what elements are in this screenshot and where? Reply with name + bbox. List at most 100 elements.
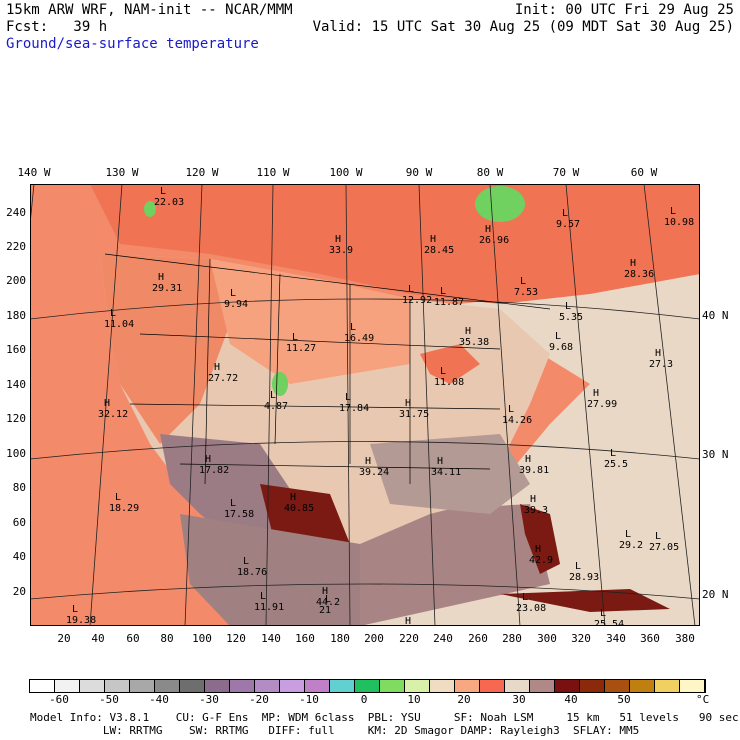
plains bbox=[210, 259, 410, 384]
y-tick: 200 bbox=[6, 274, 26, 287]
x-tick: 20 bbox=[57, 632, 71, 645]
low-marker: L bbox=[555, 331, 561, 342]
extremum-value: 28.45 bbox=[424, 245, 454, 256]
lon-label: 70 W bbox=[552, 166, 580, 179]
lon-label: 110 W bbox=[256, 166, 290, 179]
low-marker: L bbox=[350, 322, 356, 333]
low-marker: L bbox=[230, 288, 236, 299]
low-marker: L bbox=[600, 608, 606, 619]
low-marker: L bbox=[270, 390, 276, 401]
y-tick: 40 bbox=[12, 550, 26, 563]
colorbar-swatch bbox=[380, 680, 405, 692]
extremum-value: 35.38 bbox=[459, 337, 489, 348]
high-marker: H bbox=[655, 348, 661, 359]
model-info: Model Info: V3.8.1 CU: G-F Ens MP: WDM 6… bbox=[30, 711, 739, 724]
x-tick: 280 bbox=[502, 632, 522, 645]
colorbar-swatch bbox=[205, 680, 230, 692]
high-marker: H bbox=[405, 398, 411, 409]
extremum-value: 32.12 bbox=[98, 409, 128, 420]
extremum-value: 17.82 bbox=[199, 465, 229, 476]
extremum-value: 21 bbox=[319, 605, 331, 616]
forecast-hour: Fcst: 39 h bbox=[6, 19, 108, 35]
x-tick: 300 bbox=[537, 632, 557, 645]
colorbar-label: -30 bbox=[199, 693, 219, 706]
x-tick: 160 bbox=[295, 632, 315, 645]
colorbar-label: -50 bbox=[99, 693, 119, 706]
extremum-value: 18.29 bbox=[109, 503, 139, 514]
colorbar-swatch bbox=[430, 680, 455, 692]
extremum-value: 26.96 bbox=[479, 235, 509, 246]
high-marker: H bbox=[322, 586, 328, 597]
lon-label: 80 W bbox=[476, 166, 504, 179]
extremum-value: 29.2 bbox=[619, 540, 643, 551]
extremum-value: 11.27 bbox=[286, 343, 316, 354]
low-marker: L bbox=[115, 492, 121, 503]
florida bbox=[520, 504, 560, 574]
model-title: 15km ARW WRF, NAM-init -- NCAR/MMM bbox=[6, 2, 293, 18]
y-tick: 160 bbox=[6, 343, 26, 356]
lon-label: 90 W bbox=[405, 166, 433, 179]
low-marker: L bbox=[625, 529, 631, 540]
y-tick: 120 bbox=[6, 412, 26, 425]
low-marker: L bbox=[520, 276, 526, 287]
lat-label: 20 N bbox=[702, 588, 729, 601]
extremum-value: 19.38 bbox=[66, 615, 96, 626]
colorbar-swatch bbox=[280, 680, 305, 692]
extremum-value: 27.05 bbox=[649, 542, 679, 553]
y-tick: 140 bbox=[6, 378, 26, 391]
extremum-value: 11.91 bbox=[254, 602, 284, 613]
x-tick: 380 bbox=[675, 632, 695, 645]
low-marker: L bbox=[72, 604, 78, 615]
lon-label: 60 W bbox=[630, 166, 658, 179]
extremum-value: 28.36 bbox=[624, 269, 654, 280]
colorbar-swatch bbox=[55, 680, 80, 692]
extremum-value: 31.75 bbox=[399, 409, 429, 420]
canada-land bbox=[90, 184, 700, 304]
extremum-value: 27.72 bbox=[208, 373, 238, 384]
low-marker: L bbox=[610, 448, 616, 459]
colorbar-swatch bbox=[505, 680, 530, 692]
low-marker: L bbox=[292, 332, 298, 343]
high-marker: H bbox=[365, 456, 371, 467]
extremum-value: 14.26 bbox=[502, 415, 532, 426]
map-frame bbox=[30, 184, 700, 626]
low-marker: L bbox=[408, 284, 414, 295]
extremum-value: 7.53 bbox=[514, 287, 538, 298]
colorbar-label: -20 bbox=[249, 693, 269, 706]
high-marker: H bbox=[485, 224, 491, 235]
low-marker: L bbox=[670, 206, 676, 217]
colorbar-swatch bbox=[305, 680, 330, 692]
extremum-value: 33.9 bbox=[329, 245, 353, 256]
high-marker: H bbox=[430, 234, 436, 245]
y-tick: 100 bbox=[6, 447, 26, 460]
low-marker: L bbox=[508, 404, 514, 415]
colorbar-swatch bbox=[455, 680, 480, 692]
colorbar-swatch bbox=[330, 680, 355, 692]
colorbar-swatch bbox=[555, 680, 580, 692]
temperature-map: L22.03H33.9H28.45H26.96L9.57L10.98H28.36… bbox=[30, 184, 700, 626]
high-marker: H bbox=[104, 398, 110, 409]
colorbar-swatch bbox=[130, 680, 155, 692]
extremum-value: 22.03 bbox=[154, 197, 184, 208]
borders bbox=[104, 253, 551, 485]
y-tick: 240 bbox=[6, 206, 26, 219]
x-tick: 80 bbox=[160, 632, 174, 645]
x-tick: 100 bbox=[192, 632, 212, 645]
low-marker: L bbox=[522, 592, 528, 603]
colorbar-label: 20 bbox=[457, 693, 471, 706]
cuba bbox=[500, 589, 670, 612]
y-tick: 220 bbox=[6, 240, 26, 253]
low-marker: L bbox=[565, 301, 571, 312]
gulf-of-mexico bbox=[360, 504, 550, 626]
low-marker: L bbox=[655, 531, 661, 542]
x-tick: 220 bbox=[399, 632, 419, 645]
extremum-value: 40.85 bbox=[284, 503, 314, 514]
extremum-value: 11.87 bbox=[434, 297, 464, 308]
lat-label: 40 N bbox=[702, 309, 729, 322]
extremum-value: 25.54 bbox=[594, 619, 624, 626]
extremum-value: 10.98 bbox=[664, 217, 694, 228]
y-tick: 80 bbox=[12, 481, 26, 494]
cold-patch bbox=[144, 201, 156, 217]
mexico bbox=[180, 514, 360, 626]
high-marker: H bbox=[530, 494, 536, 505]
